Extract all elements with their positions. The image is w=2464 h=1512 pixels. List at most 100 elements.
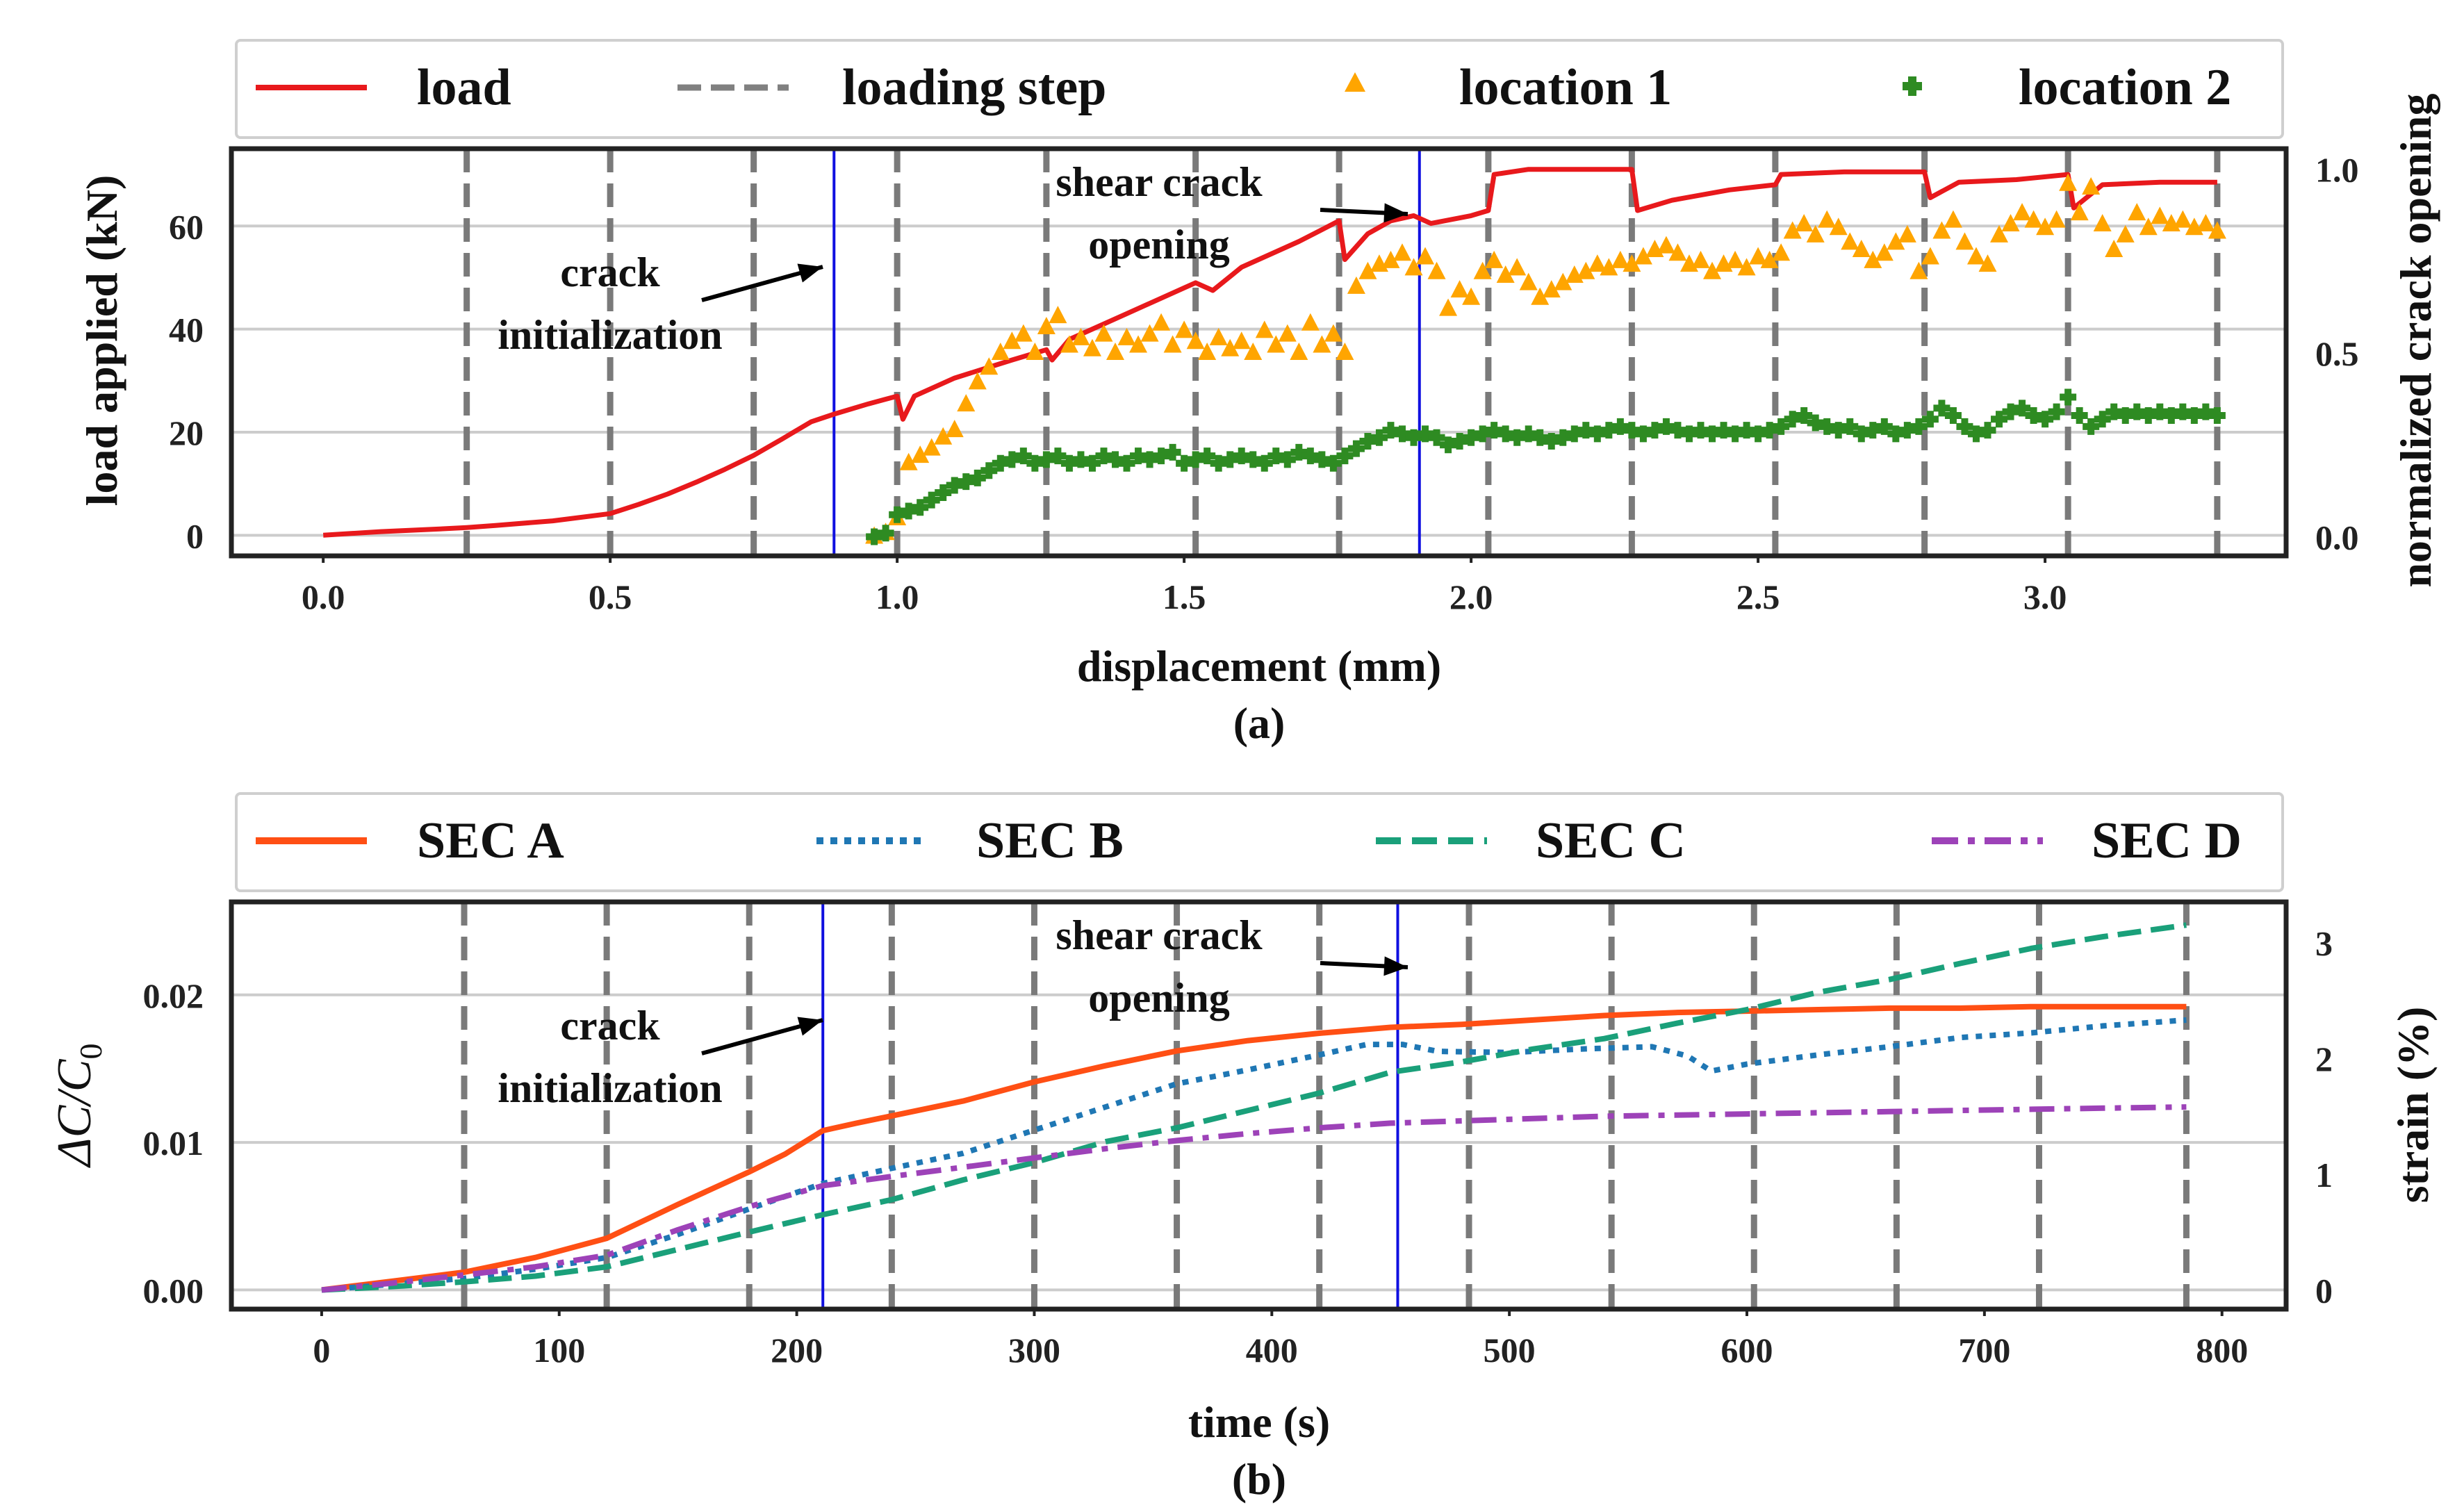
marker-location-2	[1887, 425, 1905, 443]
marker-location-1	[1324, 324, 1342, 342]
marker-location-1	[2047, 210, 2066, 228]
marker-location-2	[1956, 418, 1973, 435]
marker-location-1	[1129, 335, 1148, 353]
marker-location-1	[1749, 247, 1768, 265]
marker-location-2	[958, 473, 975, 491]
plot-a: 0.0 0.5 1.0 1.5 2.0 2.5 3.0 0 20 40 60 0.0 0.5 1.0	[169, 146, 2359, 616]
marker-location-2	[2197, 403, 2215, 420]
marker-location-2	[1577, 422, 1595, 439]
marker-location-2	[1428, 429, 1445, 446]
annotation-shear-crack-b: shear crack opening	[1056, 912, 1263, 1021]
marker-location-2	[1773, 418, 1790, 435]
x-tick-label: 600	[1721, 1331, 1773, 1370]
marker-location-2	[1370, 429, 1388, 446]
marker-location-2	[1026, 454, 1044, 472]
marker-location-1	[1336, 343, 1354, 361]
x-tick-label: 200	[771, 1331, 823, 1370]
marker-location-2	[2060, 388, 2077, 406]
x-axis-label-b: time (s)	[1188, 1397, 1330, 1447]
plot-frame	[229, 146, 2289, 559]
marker-location-1	[1117, 327, 1136, 345]
marker-location-1	[1909, 261, 1928, 279]
marker-location-1	[1221, 338, 1240, 356]
marker-location-1	[1462, 287, 1481, 305]
marker-location-2	[1623, 422, 1641, 439]
marker-location-2	[1130, 447, 1147, 465]
marker-location-2	[2037, 411, 2054, 428]
marker-location-1	[2128, 203, 2146, 221]
y2-tick-label: 0.5	[2315, 334, 2359, 373]
marker-location-2	[1875, 418, 1893, 435]
marker-location-2	[1634, 425, 1652, 443]
marker-location-2	[889, 506, 906, 523]
annotation-shear-crack-a: shear crack opening	[1056, 159, 1263, 268]
marker-location-1	[1496, 265, 1515, 283]
marker-location-1	[2105, 239, 2124, 257]
marker-location-1	[1944, 210, 1962, 228]
annotation-text: initialization	[498, 312, 722, 358]
marker-location-1	[1404, 258, 1423, 276]
marker-location-1	[1829, 217, 1848, 236]
marker-location-2	[1347, 440, 1365, 457]
legend-b-secd-label: SEC D	[2092, 812, 2242, 869]
y-tick-label: 40	[169, 311, 204, 350]
x-tick-label: 0.0	[302, 577, 345, 616]
y-tick-label: 0.00	[143, 1271, 204, 1310]
legend-a: load loading step location 1 location 2	[235, 39, 2284, 139]
annotation-arrow-head	[797, 1017, 823, 1036]
marker-location-2	[1049, 447, 1067, 465]
marker-location-2	[1600, 422, 1618, 439]
annotation-arrow-head	[797, 263, 823, 283]
legend-b-secb-label: SEC B	[976, 812, 1124, 869]
marker-location-1	[957, 394, 976, 412]
marker-location-2	[2128, 403, 2146, 420]
marker-location-1	[1439, 298, 1458, 316]
y-tick-label: 0.01	[143, 1124, 204, 1162]
legend-b-seca-label: SEC A	[417, 812, 564, 869]
marker-location-1	[1852, 239, 1871, 257]
marker-location-2	[1979, 422, 1996, 439]
marker-location-1	[1152, 313, 1171, 331]
marker-location-1	[1531, 287, 1550, 305]
marker-location-2	[2002, 403, 2019, 420]
marker-location-1	[2196, 213, 2215, 231]
y2-tick-label: 2	[2315, 1040, 2333, 1078]
marker-location-2	[1497, 425, 1514, 443]
marker-location-1	[1887, 232, 1905, 250]
marker-location-2	[1393, 425, 1411, 443]
marker-location-2	[1543, 432, 1560, 450]
y2-tick-label: 0	[2315, 1271, 2333, 1310]
caption-a: (a)	[1233, 698, 1286, 748]
marker-location-2	[1784, 411, 1801, 428]
marker-location-2	[1796, 406, 1813, 424]
marker-location-2	[1727, 425, 1744, 443]
annotation-crack-initialization-b: crack initialization	[498, 1003, 722, 1111]
marker-location-1	[1267, 335, 1286, 353]
x-tick-label: 700	[1958, 1331, 2010, 1370]
marker-location-1	[1554, 272, 1572, 290]
marker-location-1	[2116, 224, 2135, 243]
marker-location-1	[2139, 217, 2158, 236]
marker-location-1	[1737, 258, 1756, 276]
marker-location-1	[1623, 254, 1641, 272]
marker-location-1	[1772, 243, 1791, 261]
marker-location-2	[2185, 406, 2203, 424]
marker-location-1	[1106, 343, 1125, 361]
marker-location-2	[1463, 429, 1480, 446]
marker-location-2	[1704, 425, 1721, 443]
marker-location-2	[1210, 454, 1227, 472]
legend-a-loc2-label: location 2	[2019, 59, 2231, 116]
legend-a-load-label: load	[417, 59, 511, 116]
x-tick-label: 0	[313, 1331, 330, 1370]
marker-location-2	[1841, 418, 1859, 435]
marker-location-1	[1427, 261, 1446, 279]
x-tick-label: 2.5	[1736, 577, 1780, 616]
marker-location-2	[1141, 451, 1158, 468]
marker-location-1	[1864, 250, 1882, 268]
marker-location-1	[1921, 247, 1939, 265]
marker-location-2	[1083, 454, 1101, 472]
marker-location-2	[1761, 422, 1778, 439]
marker-location-2	[877, 525, 894, 542]
marker-location-2	[2048, 403, 2065, 420]
marker-location-1	[1519, 272, 1538, 290]
